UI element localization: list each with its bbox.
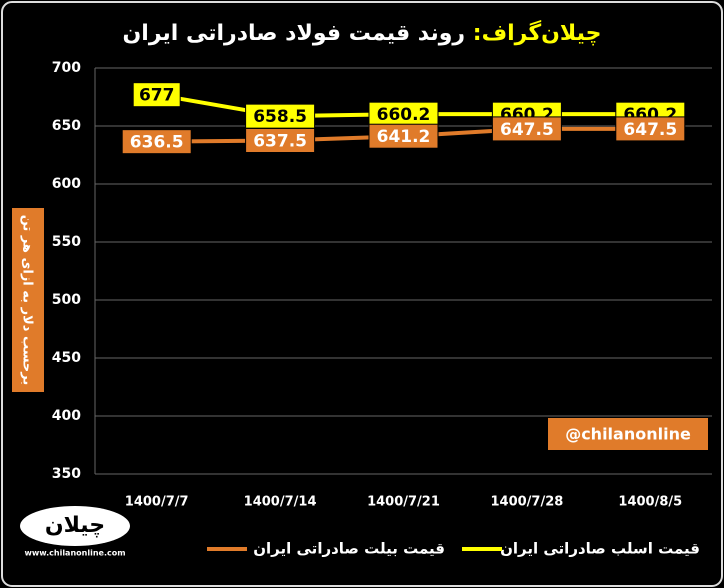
chart-title: چیلان‌گراف: روند قیمت فولاد صادراتی ایرا…	[123, 19, 602, 46]
x-tick-label: 1400/7/7	[125, 495, 189, 510]
value-label-box	[368, 101, 439, 127]
value-label: 636.5	[130, 133, 184, 153]
y-label-group: برحسب دلار به ازای هر تن	[12, 208, 44, 392]
value-label: 658.5	[253, 107, 307, 127]
x-tick-label: 1400/7/21	[367, 495, 440, 510]
y-tick-label: 550	[52, 234, 81, 250]
y-tick-label: 500	[52, 292, 81, 308]
y-tick-label: 600	[52, 176, 81, 192]
y-label-box	[12, 208, 44, 392]
y-tick-label: 350	[52, 466, 81, 482]
x-tick-label: 1400/8/5	[618, 495, 682, 510]
y-tick-label: 700	[52, 60, 81, 76]
value-label-box	[245, 128, 316, 153]
value-label-box	[491, 116, 562, 142]
title-text: روند قیمت فولاد صادراتی ایران	[123, 21, 466, 46]
value-label: 647.5	[500, 120, 554, 140]
y-tick-label: 400	[52, 408, 81, 424]
value-label: 677	[139, 86, 175, 106]
watermark: @chilanonline	[565, 425, 691, 444]
legend-label: قیمت اسلب صادراتی ایران	[500, 540, 700, 558]
value-label: 660.2	[377, 105, 431, 125]
legend-label: قیمت بیلت صادراتی ایران	[253, 540, 445, 558]
y-tick-label: 450	[52, 350, 81, 366]
value-label-box	[615, 116, 686, 142]
value-label-box	[132, 82, 181, 108]
title-prefix: چیلان‌گراف:	[473, 19, 602, 46]
y-label: برحسب دلار به ازای هر تن	[20, 215, 35, 386]
value-label-box	[368, 123, 439, 149]
x-tick-label: 1400/7/14	[244, 495, 317, 510]
logo-shape	[20, 506, 130, 546]
value-label: 647.5	[623, 120, 677, 140]
value-label: 641.2	[377, 127, 431, 147]
value-label-box	[121, 129, 192, 155]
value-label: 637.5	[253, 132, 307, 152]
logo-url: www.chilanonline.com	[24, 549, 125, 558]
watermark-box	[548, 418, 708, 450]
x-tick-label: 1400/7/28	[490, 495, 563, 510]
logo-text: چیلان	[45, 513, 105, 538]
y-tick-label: 650	[52, 118, 81, 134]
